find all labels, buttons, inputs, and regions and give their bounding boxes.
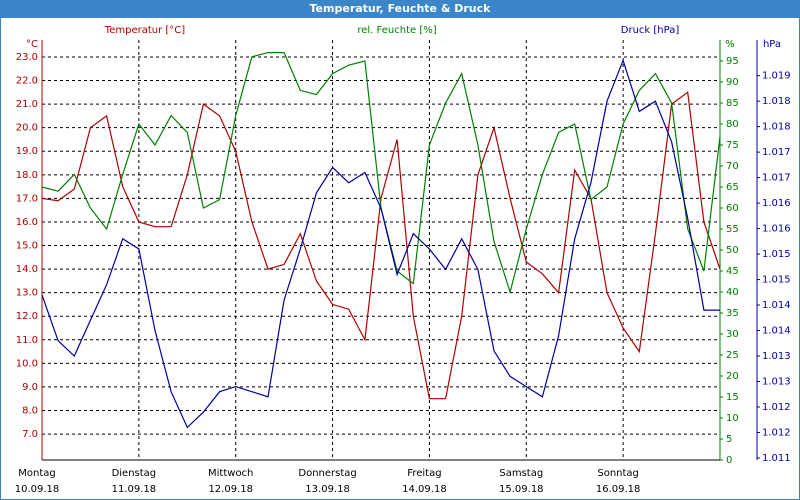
x-tick-date: 10.09.18: [15, 484, 60, 495]
y3-tick-label: 1.013: [762, 377, 791, 388]
y2-tick-label: 25: [726, 350, 739, 361]
y2-axis-unit: %: [725, 39, 735, 50]
legend-label: rel. Feuchte [%]: [357, 25, 436, 36]
y-tick-label: 10.0: [16, 358, 38, 369]
y2-tick-label: 35: [726, 308, 739, 319]
y-tick-label: 15.0: [16, 241, 38, 252]
x-tick-date: 15.09.18: [499, 484, 544, 495]
y-tick-label: 17.0: [16, 193, 38, 204]
title-bar: [0, 0, 800, 18]
y-tick-label: 14.0: [16, 264, 38, 275]
y3-tick-label: 1.016: [762, 224, 791, 235]
y-tick-label: 13.0: [16, 288, 38, 299]
y-tick-label: 8.0: [22, 406, 38, 417]
y3-tick-label: 1.017: [762, 173, 791, 184]
chart-title: Temperatur, Feuchte & Druck: [310, 2, 492, 15]
y-tick-label: 7.0: [22, 429, 38, 440]
y2-tick-label: 60: [726, 203, 739, 214]
y2-tick-label: 15: [726, 392, 739, 403]
y2-tick-label: 70: [726, 161, 739, 172]
y3-tick-label: 1.011: [762, 453, 791, 464]
y3-tick-label: 1.016: [762, 198, 791, 209]
x-tick-label: Freitag: [407, 468, 441, 479]
y3-tick-label: 1.014: [762, 300, 791, 311]
y-tick-label: 20.0: [16, 123, 38, 134]
x-tick-label: Mittwoch: [208, 468, 253, 479]
y-axis-unit: °C: [26, 39, 38, 50]
y2-tick-label: 50: [726, 245, 739, 256]
y-tick-label: 21.0: [16, 99, 38, 110]
y3-tick-label: 1.018: [762, 96, 791, 107]
x-tick-label: Donnerstag: [298, 468, 356, 479]
y2-tick-label: 45: [726, 266, 739, 277]
y-tick-label: 23.0: [16, 52, 38, 63]
y2-tick-label: 95: [726, 56, 739, 67]
y3-tick-label: 1.013: [762, 351, 791, 362]
y2-tick-label: 55: [726, 224, 739, 235]
y3-axis-unit: hPa: [763, 39, 781, 50]
y-tick-label: 16.0: [16, 217, 38, 228]
y2-tick-label: 10: [726, 413, 739, 424]
y3-tick-label: 1.012: [762, 427, 791, 438]
y2-tick-label: 90: [726, 77, 739, 88]
y2-tick-label: 5: [726, 434, 732, 445]
y2-tick-label: 80: [726, 119, 739, 130]
y3-tick-label: 1.015: [762, 275, 791, 286]
y2-tick-label: 75: [726, 140, 739, 151]
legend-label: Temperatur [°C]: [104, 25, 185, 36]
x-tick-date: 14.09.18: [402, 484, 447, 495]
y-tick-label: 9.0: [22, 382, 38, 393]
y2-tick-label: 0: [726, 455, 732, 466]
x-tick-date: 13.09.18: [305, 484, 350, 495]
y-tick-label: 18.0: [16, 170, 38, 181]
y2-tick-label: 40: [726, 287, 739, 298]
y2-tick-label: 20: [726, 371, 739, 382]
y3-tick-label: 1.014: [762, 326, 791, 337]
y3-tick-label: 1.019: [762, 71, 791, 82]
y2-tick-label: 85: [726, 98, 739, 109]
y3-tick-label: 1.012: [762, 402, 791, 413]
series-line: [41, 58, 720, 429]
x-tick-date: 11.09.18: [112, 484, 157, 495]
legend-label: Druck [hPa]: [621, 25, 680, 36]
series-line: [41, 91, 721, 400]
y3-tick-label: 1.018: [762, 122, 791, 133]
x-tick-label: Samstag: [499, 468, 543, 479]
x-tick-label: Sonntag: [597, 468, 639, 479]
y-tick-label: 11.0: [16, 335, 38, 346]
y2-tick-label: 30: [726, 329, 739, 340]
y3-tick-label: 1.017: [762, 147, 791, 158]
y-tick-label: 12.0: [16, 311, 38, 322]
x-tick-label: Dienstag: [112, 468, 157, 479]
y2-tick-label: 65: [726, 182, 739, 193]
x-tick-date: 16.09.18: [596, 484, 641, 495]
y-tick-label: 22.0: [16, 76, 38, 87]
x-tick-label: Montag: [18, 468, 55, 479]
y3-tick-label: 1.015: [762, 249, 791, 260]
x-tick-date: 12.09.18: [208, 484, 253, 495]
y-tick-label: 19.0: [16, 146, 38, 157]
